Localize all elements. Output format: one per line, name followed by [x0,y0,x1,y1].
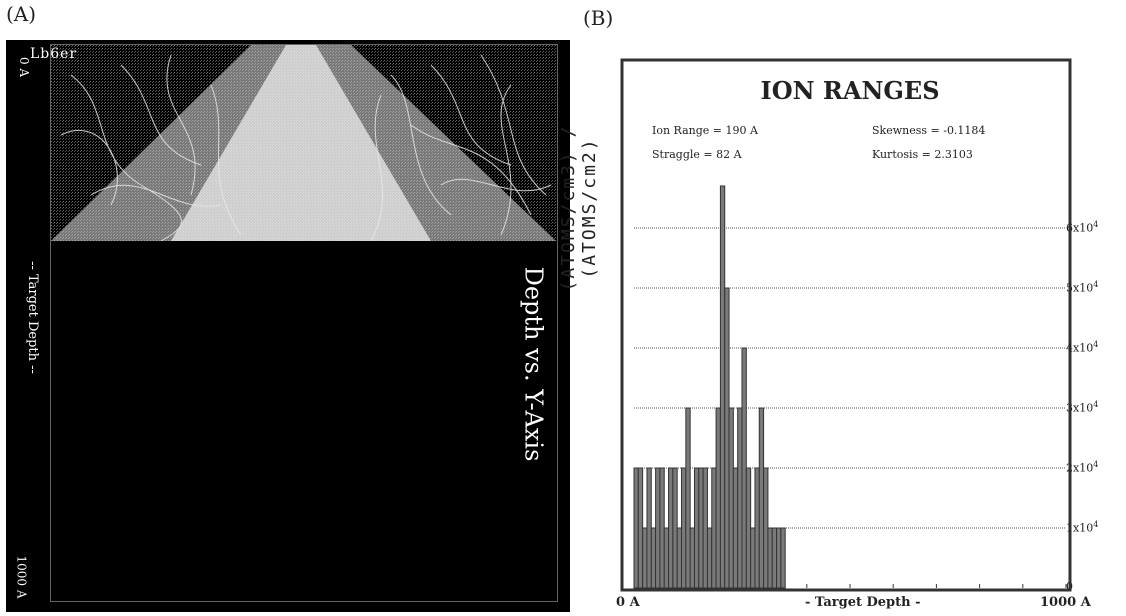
histogram-bar [758,407,765,589]
skewness-stat: Skewness = -0.1184 [872,124,986,137]
histogram-bar [728,407,734,589]
y-axis-label: (ATOMS/cm3) / (ATOMS/cm2) [558,124,600,292]
straggle-stat: Straggle = 82 A [652,148,742,161]
histogram-bar [732,467,739,589]
histogram-bar [771,527,778,589]
ion-ranges-chart [620,58,1072,592]
histogram-bar [668,467,674,589]
histogram-bar [659,467,665,589]
histogram-bar [754,467,760,589]
histogram-bar [633,467,639,589]
trajectory-top-label: Lb6er [30,46,78,62]
y-tick-label: 0 [1066,580,1073,593]
histogram-bar [767,527,773,589]
y-tick-label: 6x104 [1066,220,1099,235]
histogram-bar [663,527,670,589]
x-axis-label: - Target Depth - [805,595,921,610]
x-axis-end-label: 1000 A [1040,595,1091,610]
target-depth-axis-label: -- Target Depth -- [24,261,40,374]
histogram-bar [693,467,700,589]
histogram-bar [637,467,644,589]
histogram-bar [715,407,721,589]
x-axis-start-label: 0 A [616,595,640,610]
y-tick-label: 3x104 [1066,400,1099,415]
histogram-bar [724,287,730,589]
y-tick-label: 1x104 [1066,520,1099,535]
trajectory-plot-title: Depth vs. Y-Axis [519,266,548,462]
histogram-bar [646,467,652,589]
histogram-bar [676,527,683,589]
histogram-bar [706,527,713,589]
histogram-bar [650,527,657,589]
histogram-bar [711,467,717,589]
ion-range-stat: Ion Range = 190 A [652,124,758,137]
histogram-bar [780,527,786,589]
histogram-bar [737,407,743,589]
y-tick-label: 4x104 [1066,340,1099,355]
histogram-bar [689,527,695,589]
panel-a-letter: (A) [6,2,37,26]
y-tick-label: 2x104 [1066,460,1099,475]
histogram-bar [655,467,661,589]
histogram-bar [672,467,678,589]
histogram-bar [642,527,648,589]
histogram-bar [698,467,704,589]
histogram-bar [776,527,782,589]
histogram-bar [702,467,708,589]
depth-end-label: 1000 A [14,555,29,599]
histogram-bar [681,467,687,589]
histogram-bar [685,407,691,589]
histogram-bar [719,185,726,589]
histogram-bar [741,347,747,589]
panel-b-letter: (B) [583,6,614,30]
ion-trajectory-spray [51,45,556,241]
trajectory-plot-frame [50,44,558,602]
depth-start-label: 0 A [17,56,32,78]
kurtosis-stat: Kurtosis = 2.3103 [872,148,973,161]
ion-ranges-panel: (ATOMS/cm3) / (ATOMS/cm2) ION RANGES Ion… [558,58,1098,610]
histogram-bar [750,527,756,589]
histogram-bar [763,467,769,589]
histogram-bar [745,467,752,589]
ion-trajectory-panel: Lb6er 0 A -- Target Depth -- 1000 A Dept… [6,40,570,612]
y-tick-label: 5x104 [1066,280,1099,295]
chart-title: ION RANGES [760,76,940,105]
